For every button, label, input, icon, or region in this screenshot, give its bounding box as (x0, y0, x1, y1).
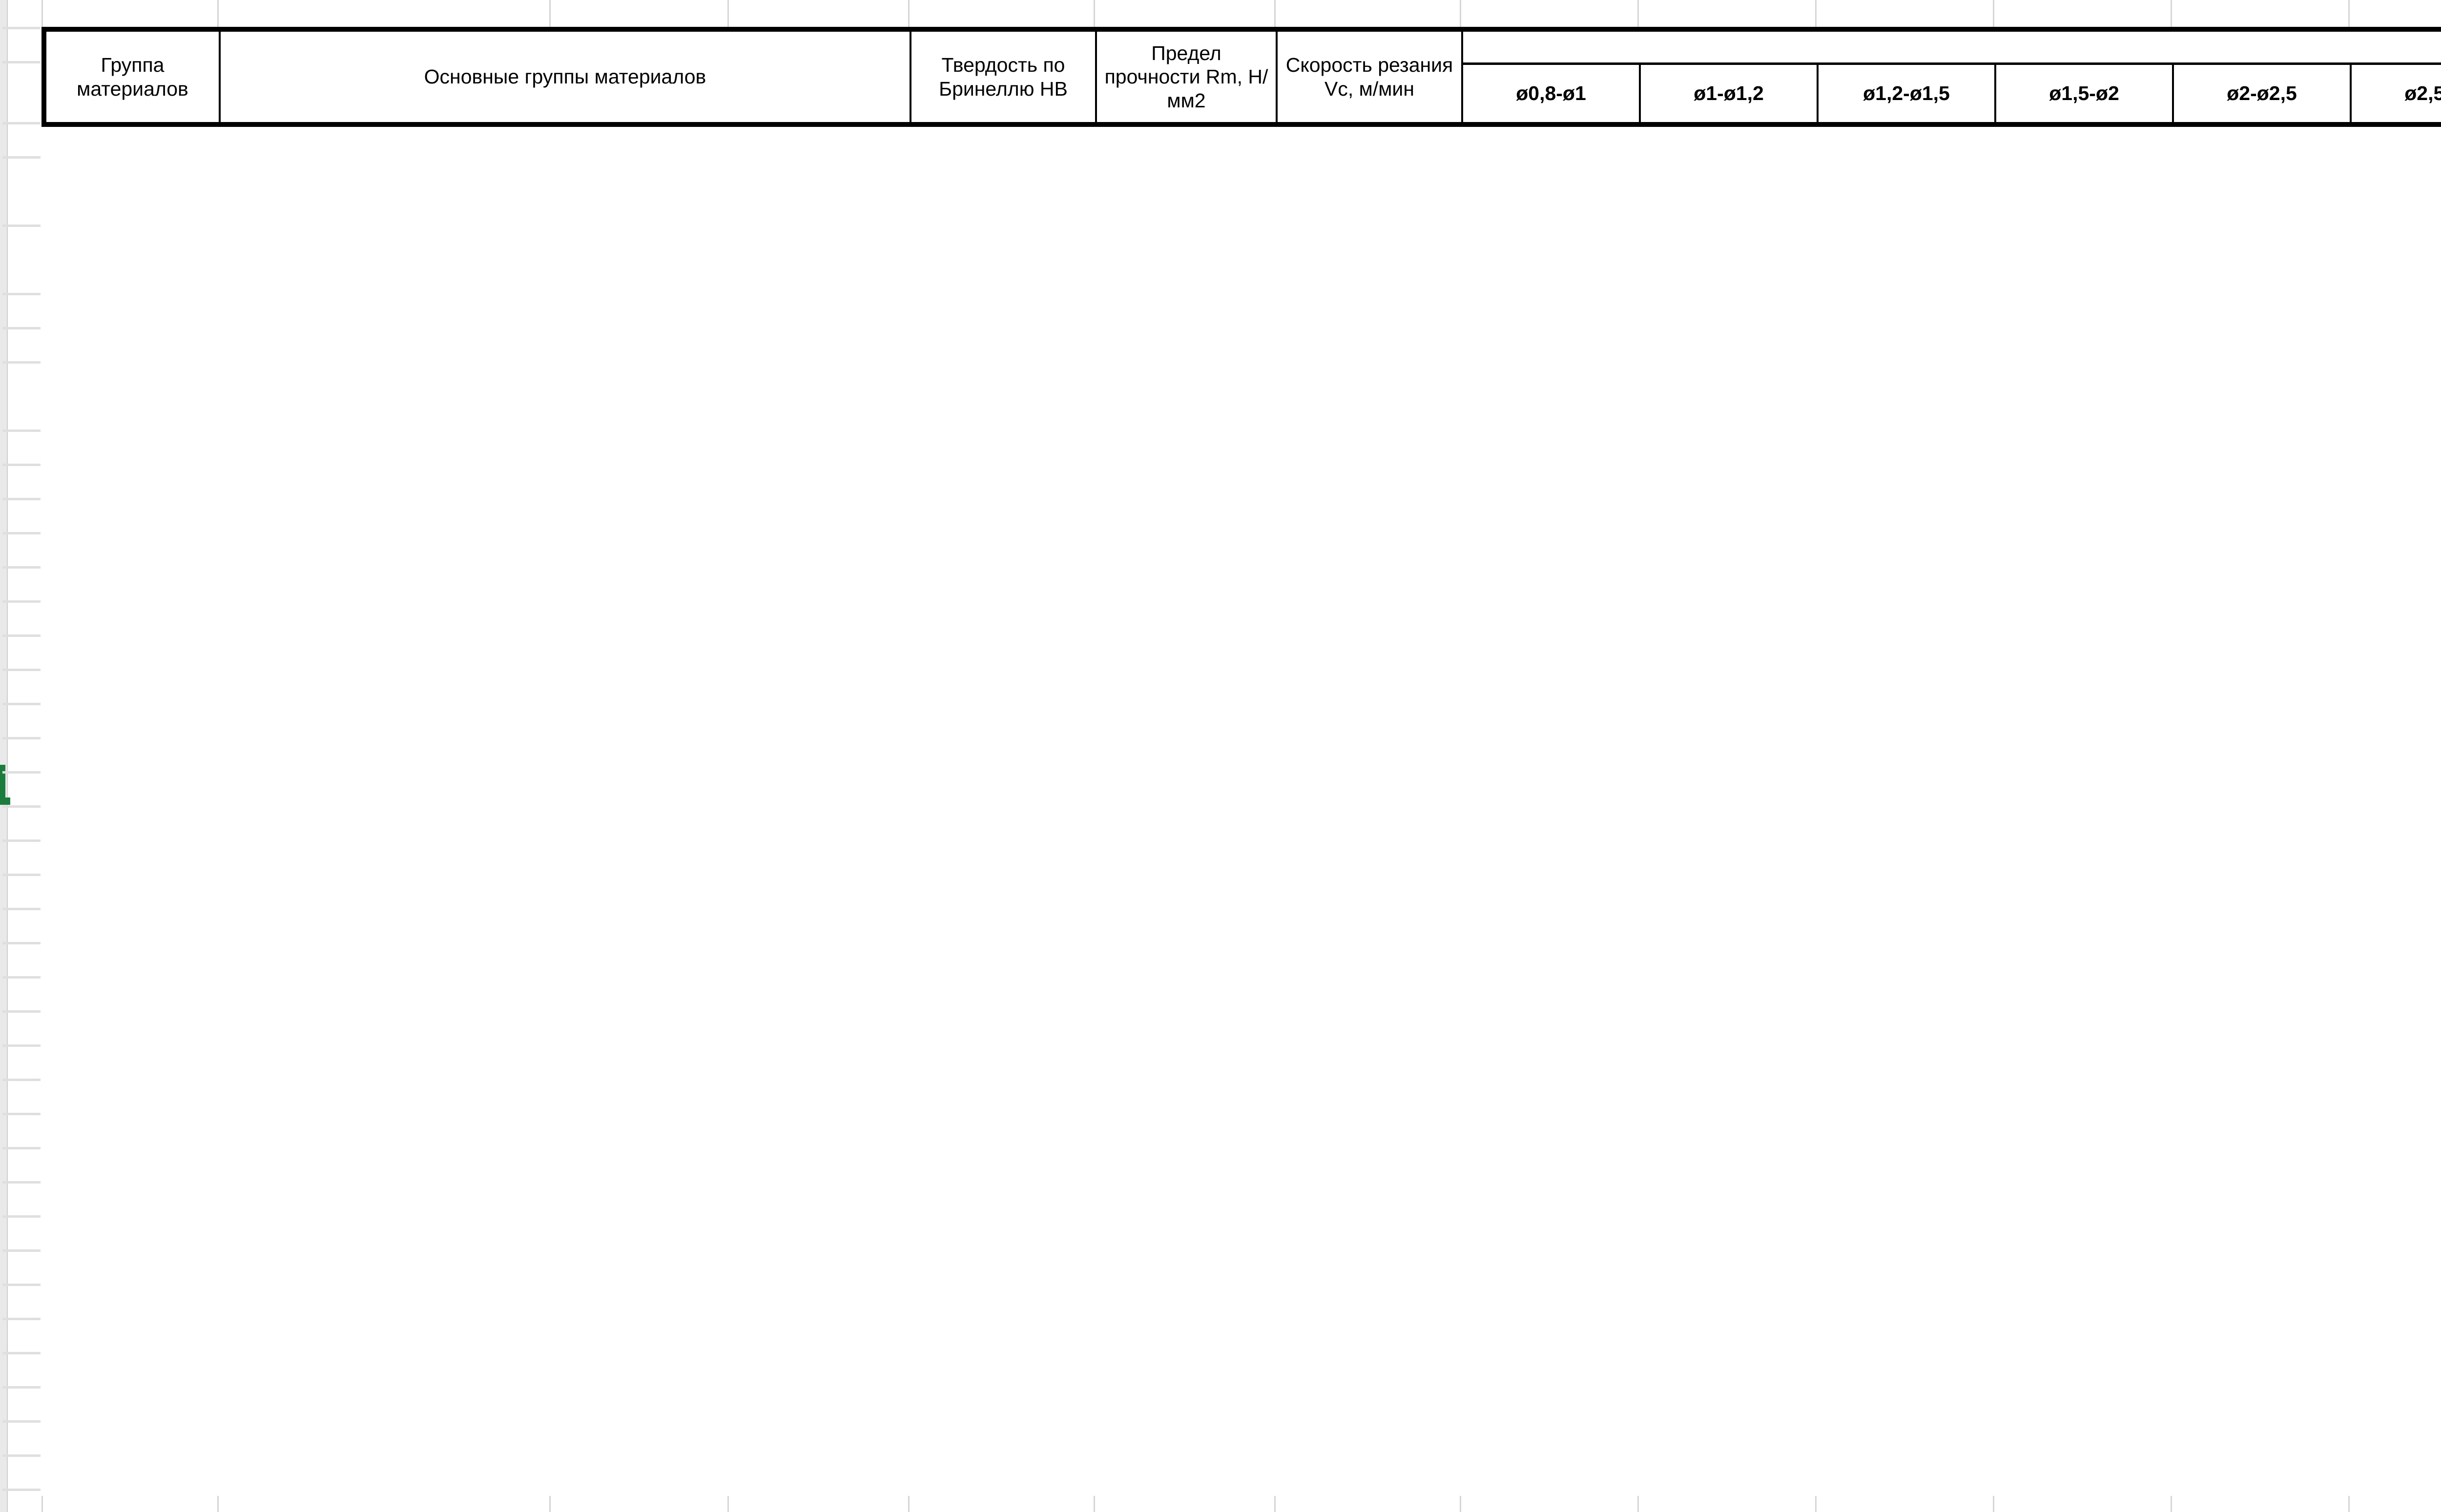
sheet-row-gutter (0, 0, 8, 1512)
green-row-marker-foot (0, 797, 10, 805)
header-diameter-range[interactable]: ø2-ø2,5 (2172, 62, 2352, 126)
green-row-marker (0, 765, 5, 802)
header-diameter-range[interactable]: ø2,5-ø4 (2350, 62, 2441, 126)
header-diameter-range[interactable]: ø0,8-ø1 (1461, 62, 1641, 126)
header-diameter-range[interactable]: ø1-ø1,2 (1639, 62, 1819, 126)
header-material-group[interactable]: Группа материалов (43, 28, 221, 126)
header-strength-rm[interactable]: Предел прочности Rm, Н/мм2 (1095, 28, 1278, 126)
header-feed-fn[interactable]: Подача Fn, мм/об (1461, 28, 2441, 65)
header-cutting-speed-vc[interactable]: Скорость резания Vc, м/мин (1276, 28, 1463, 126)
header-hardness-hb[interactable]: Твердость по Бринеллю HB (910, 28, 1097, 126)
header-main-groups[interactable]: Основные группы материалов (219, 28, 911, 126)
header-diameter-range[interactable]: ø1,2-ø1,5 (1817, 62, 1996, 126)
cutting-data-table: Группа материалов Основные группы матери… (41, 27, 2441, 127)
header-diameter-range[interactable]: ø1,5-ø2 (1994, 62, 2174, 126)
